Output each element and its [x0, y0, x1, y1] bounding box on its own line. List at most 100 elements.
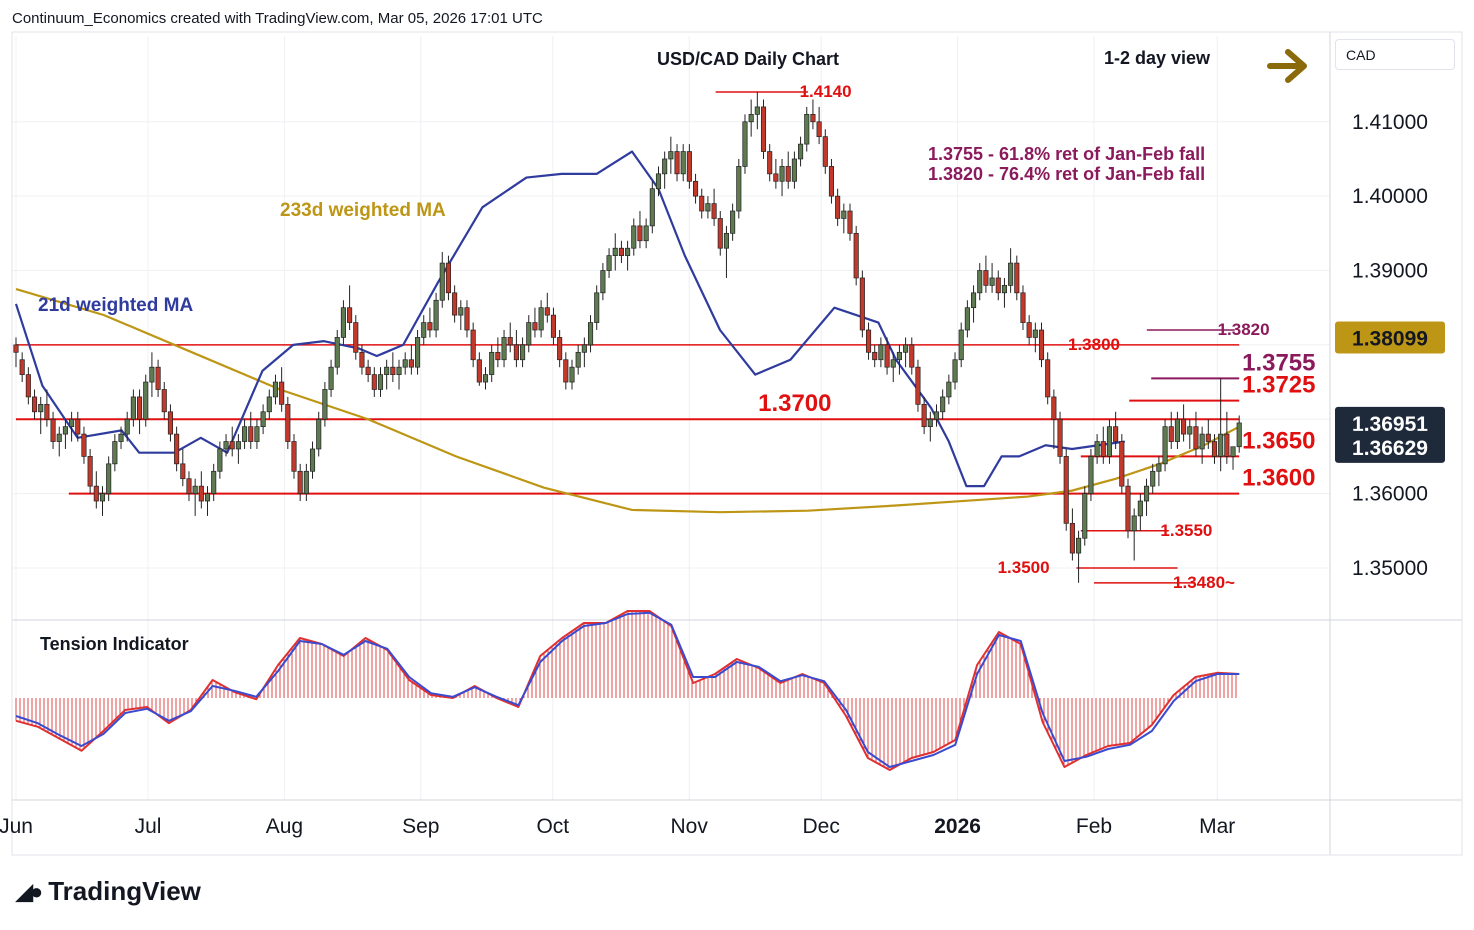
candle-body	[903, 344, 909, 353]
candle-body	[1236, 422, 1242, 448]
candle-body	[773, 173, 779, 182]
tradingview-logo[interactable]: ◢● TradingView	[16, 876, 201, 907]
level-label: 1.3550	[1160, 521, 1212, 540]
candle-body	[340, 307, 346, 338]
candle-body	[248, 426, 254, 442]
ma21-line	[14, 150, 1125, 488]
candle-body	[538, 307, 544, 331]
chart-title: USD/CAD Daily Chart	[657, 49, 839, 69]
candle-body	[1001, 285, 1007, 294]
candle-body	[1224, 433, 1230, 457]
candle-body	[198, 485, 204, 502]
support-resistance-levels	[16, 91, 1240, 584]
candle-body	[495, 351, 501, 361]
candle-body	[847, 210, 853, 234]
candle-body	[81, 433, 87, 457]
candle-body	[1125, 485, 1131, 532]
candle-body	[421, 322, 427, 338]
candle-body	[223, 441, 229, 450]
y-tick-label: 1.36000	[1352, 483, 1428, 506]
arrow-right-icon	[1267, 49, 1307, 83]
candle-body	[1032, 329, 1038, 338]
candle-body	[575, 351, 581, 368]
x-tick-label: Aug	[266, 815, 303, 838]
candle-body	[705, 203, 711, 212]
candle-body	[742, 121, 748, 167]
candle-body	[674, 151, 680, 175]
candle-body	[377, 374, 384, 390]
candle-body	[946, 381, 952, 398]
candle-body	[828, 166, 835, 197]
candle-body	[989, 277, 995, 286]
candle-body	[322, 389, 328, 420]
candle-body	[1181, 418, 1187, 435]
candle-body	[316, 418, 322, 450]
candle-body	[1045, 359, 1051, 398]
candle-body	[1218, 433, 1224, 457]
candle-body	[983, 270, 989, 286]
chart-labels: 1.3800 1.3700 1.3600 1.3650 1.3725 1.3550 1.35…	[38, 82, 1316, 592]
candle-body	[1008, 262, 1014, 286]
candle-body	[779, 166, 785, 182]
candle-body	[1057, 418, 1063, 457]
candle-body	[303, 470, 309, 494]
candle-body	[427, 322, 433, 331]
candle-body	[890, 359, 896, 368]
candle-body	[785, 166, 791, 182]
tradingview-logo-icon: ◢●	[16, 878, 43, 904]
candle-body	[1150, 470, 1156, 487]
candle-body	[106, 463, 112, 494]
candle-body	[1063, 456, 1069, 524]
candle-body	[204, 493, 211, 502]
annotation-line: 1.3755 - 61.8% ret of Jan-Feb fall	[928, 144, 1205, 164]
candle-body	[359, 351, 365, 368]
candle-body	[587, 322, 594, 346]
tradingview-logo-text: TradingView	[48, 876, 201, 906]
candle-body	[1082, 493, 1088, 539]
candle-body	[279, 381, 285, 405]
candle-body	[1187, 426, 1193, 435]
candle-body	[550, 314, 557, 338]
candle-body	[1162, 426, 1168, 465]
candle-body	[365, 366, 371, 375]
candle-body	[44, 404, 50, 420]
y-tick-label: 1.35000	[1352, 557, 1428, 580]
candle-body	[69, 418, 75, 428]
candle-body	[328, 366, 334, 390]
candle-body	[396, 366, 402, 375]
candle-body	[940, 396, 946, 413]
candle-body	[649, 188, 655, 227]
candle-body	[174, 433, 180, 465]
candle-body	[822, 136, 828, 167]
candle-body	[482, 374, 489, 383]
candle-body	[835, 195, 841, 219]
price-tag-label: 1.36951	[1352, 413, 1428, 436]
x-tick-label: Nov	[671, 815, 709, 838]
candle-body	[748, 114, 754, 123]
candle-body	[87, 456, 93, 487]
symbol-box[interactable]: CAD	[1335, 39, 1455, 70]
level-label: 1.4140	[800, 82, 852, 101]
candle-body	[896, 351, 902, 361]
candle-body	[581, 344, 587, 353]
candle-body	[971, 292, 977, 309]
candle-body	[859, 277, 865, 331]
candle-body	[25, 374, 31, 398]
candle-body	[1119, 441, 1125, 487]
candle-body	[470, 329, 476, 361]
level-label: 1.3820	[1218, 320, 1270, 339]
candles	[13, 92, 1242, 583]
candle-body	[285, 404, 291, 442]
candle-body	[958, 329, 964, 361]
candle-body	[513, 344, 519, 361]
candle-body	[390, 366, 396, 375]
candle-body	[1211, 441, 1218, 457]
candle-body	[464, 307, 470, 331]
candle-body	[180, 463, 186, 480]
tension-indicator-label: Tension Indicator	[40, 634, 189, 654]
candle-body	[112, 441, 118, 465]
candle-body	[309, 448, 316, 472]
candle-body	[13, 344, 19, 353]
candle-body	[452, 292, 458, 316]
candle-body	[507, 337, 513, 346]
